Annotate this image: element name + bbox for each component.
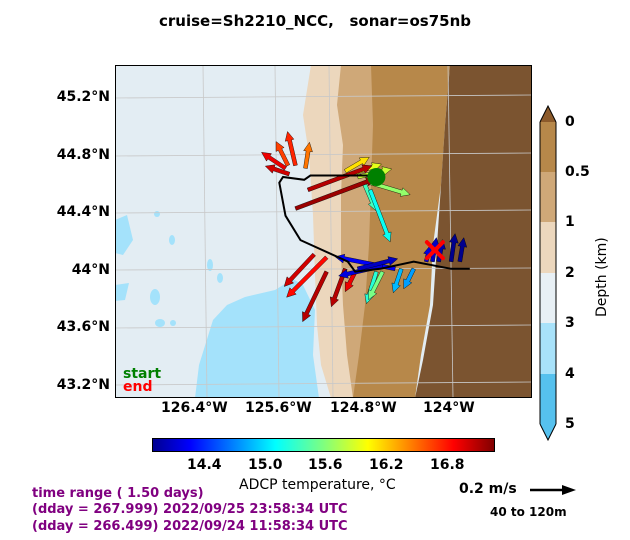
map-panel — [115, 65, 532, 398]
depth-tick: 0 — [565, 114, 575, 130]
current-vector-arrow — [448, 233, 459, 263]
depth-tick: 4 — [565, 366, 575, 382]
ship-track — [278, 174, 470, 273]
abyssal-patch — [115, 283, 129, 301]
current-vector-arrow — [302, 270, 329, 323]
seamount-patch — [169, 235, 175, 245]
land-area — [415, 65, 532, 398]
temperature-tick: 16.2 — [369, 457, 404, 473]
depth-tick: 1 — [565, 214, 575, 230]
depth-band — [540, 172, 556, 222]
temperature-colorbar — [152, 438, 495, 452]
lon-label: 125.6°W — [245, 400, 312, 416]
temperature-colorbar-label: ADCP temperature, °C — [239, 477, 396, 493]
depth-tick: 0.5 — [565, 164, 590, 180]
seamount-patch — [154, 211, 160, 217]
current-vector-arrow — [261, 152, 287, 171]
current-vector-arrow — [286, 255, 329, 298]
seamount-patch — [207, 259, 213, 271]
current-vector-arrow — [303, 141, 313, 169]
temperature-tick: 15.0 — [248, 457, 283, 473]
lon-label: 126.4°W — [161, 400, 228, 416]
temperature-tick: 15.6 — [308, 457, 343, 473]
lat-label: 44.4°N — [56, 204, 110, 220]
current-vector-arrow — [356, 256, 399, 272]
seamount-patch — [217, 273, 223, 283]
end-marker — [424, 240, 445, 261]
current-vector-arrow — [457, 237, 468, 263]
depth-colorbar — [539, 104, 557, 442]
scale-depth-range: 40 to 120m — [490, 505, 567, 519]
current-vector-arrow — [306, 164, 373, 192]
depth-band — [540, 222, 556, 273]
current-vector-arrow — [364, 270, 379, 305]
current-vector-arrow — [284, 131, 298, 167]
lat-label: 45.2°N — [56, 89, 110, 105]
time-range-text: time range ( 1.50 days) — [32, 486, 204, 501]
seamount-patch — [150, 289, 160, 305]
legend-start: start — [123, 366, 162, 382]
depth-band — [540, 273, 556, 323]
start-marker — [367, 168, 386, 186]
lat-label: 43.6°N — [56, 319, 110, 335]
abyssal-patch — [115, 215, 133, 255]
depth-axis-label: Depth (km) — [594, 237, 610, 317]
start-time-text: (dday = 266.499) 2022/09/24 11:58:34 UTC — [32, 519, 348, 534]
legend-end: end — [123, 379, 153, 395]
current-vector-arrow — [283, 252, 316, 287]
current-vector-arrow — [391, 267, 404, 294]
figure-title: cruise=Sh2210_NCC, sonar=os75nb — [159, 12, 471, 30]
current-vector-arrow — [264, 164, 291, 177]
abyssal-plain-area — [195, 279, 319, 398]
current-vector-arrow — [344, 270, 358, 293]
lon-label: 124°W — [423, 400, 475, 416]
current-vector-arrow — [368, 188, 392, 243]
depth-tick: 2 — [565, 265, 575, 281]
current-vector-arrow — [275, 141, 291, 167]
temperature-tick: 14.4 — [187, 457, 222, 473]
shelf-area — [353, 65, 450, 398]
lat-label: 44.8°N — [56, 147, 110, 163]
end-time-text: (dday = 267.999) 2022/09/25 23:58:34 UTC — [32, 502, 348, 517]
depth-band — [540, 323, 556, 374]
seamount-patch — [170, 320, 176, 326]
seamount-patch — [155, 319, 165, 327]
scale-arrow-label: 0.2 m/s — [459, 481, 517, 497]
depth-tick: 3 — [565, 315, 575, 331]
current-vector-arrow — [403, 267, 416, 290]
scale-arrow — [530, 485, 576, 495]
depth-tick: 5 — [565, 416, 575, 432]
lat-label: 44°N — [71, 262, 110, 278]
lat-label: 43.2°N — [56, 377, 110, 393]
current-vector-arrow — [344, 156, 370, 174]
depth-band — [540, 374, 556, 424]
depth-band — [540, 122, 556, 172]
temperature-tick: 16.8 — [430, 457, 465, 473]
current-vector-arrow — [368, 270, 385, 301]
lon-label: 124.8°W — [330, 400, 397, 416]
